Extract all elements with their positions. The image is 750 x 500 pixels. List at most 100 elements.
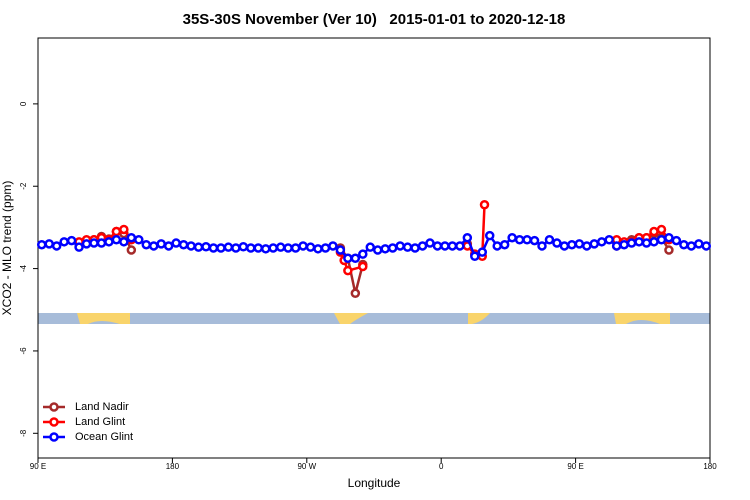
land-patch <box>614 313 670 324</box>
data-point <box>589 239 600 249</box>
land-mask <box>38 313 710 324</box>
data-point <box>417 241 428 251</box>
data-point <box>387 243 398 253</box>
data-point <box>178 239 189 250</box>
data-point <box>514 235 525 245</box>
data-point <box>470 251 480 261</box>
data-point <box>544 235 555 245</box>
data-point <box>574 239 585 249</box>
data-point <box>208 243 219 253</box>
series <box>74 226 674 299</box>
data-point <box>477 247 488 257</box>
data-point <box>358 261 368 272</box>
y-tick-label: -8 <box>19 429 28 437</box>
data-point <box>201 242 211 252</box>
data-point <box>126 245 137 255</box>
ocean-band <box>38 313 710 324</box>
data-point <box>81 239 92 249</box>
x-tick-label: 180 <box>703 462 717 471</box>
data-point <box>283 243 293 253</box>
x-axis-label: Longitude <box>348 476 401 490</box>
data-point <box>582 241 592 251</box>
y-tick-label: -2 <box>19 182 28 190</box>
data-point <box>89 238 99 248</box>
data-point <box>246 243 256 253</box>
x-tick-label: 90 E <box>567 462 583 471</box>
data-point <box>186 241 196 251</box>
data-point <box>462 232 473 243</box>
data-point <box>141 239 152 250</box>
data-point <box>156 239 166 249</box>
data-point <box>425 238 435 248</box>
data-point <box>537 241 547 251</box>
series <box>36 230 712 264</box>
legend-label: Ocean Glint <box>75 431 133 443</box>
data-point <box>171 238 181 248</box>
data-point <box>664 232 674 243</box>
data-point <box>134 235 144 245</box>
y-tick-label: -4 <box>19 264 28 272</box>
data-point <box>410 243 420 253</box>
legend: Land Nadir Land Glint Ocean Glint <box>43 401 133 443</box>
x-tick-label: 90 W <box>297 462 316 471</box>
data-point <box>567 239 577 250</box>
data-point <box>447 241 458 251</box>
data-point <box>350 288 361 299</box>
data-point <box>290 243 301 253</box>
data-point <box>320 243 331 253</box>
data-point <box>596 237 607 247</box>
data-point <box>335 245 346 255</box>
data-point <box>679 239 689 250</box>
data-point <box>119 224 129 235</box>
data-point <box>148 241 159 251</box>
data-point <box>634 237 644 247</box>
y-tick-label: 0 <box>19 101 28 106</box>
legend-marker <box>49 417 59 427</box>
data-point <box>694 239 704 249</box>
data-point <box>253 243 264 253</box>
data-point <box>216 243 226 253</box>
data-point <box>492 241 502 251</box>
data-point <box>604 235 614 245</box>
series-line <box>78 204 670 273</box>
data-point <box>395 241 405 251</box>
data-point <box>432 241 443 251</box>
data-point <box>440 241 450 251</box>
data-point <box>701 241 712 251</box>
data-point <box>479 200 490 210</box>
data-point <box>59 237 69 247</box>
legend-label: Land Glint <box>75 416 125 428</box>
data-point <box>372 245 383 255</box>
land-patch <box>77 313 130 324</box>
data-point <box>111 226 122 237</box>
data-point <box>499 239 510 250</box>
data-point <box>656 224 667 235</box>
data-point <box>119 237 129 247</box>
series <box>74 200 674 276</box>
data-point <box>626 238 637 248</box>
data-point <box>343 265 353 276</box>
data-point <box>66 235 77 246</box>
data-point <box>664 245 674 255</box>
data-point <box>380 244 390 254</box>
y-tick-label: -6 <box>19 347 28 355</box>
data-point <box>529 235 540 246</box>
data-point <box>656 235 667 245</box>
data-point <box>51 241 62 251</box>
data-point <box>350 253 361 264</box>
legend-marker <box>49 432 59 442</box>
data-point <box>313 244 323 254</box>
data-point <box>36 239 47 250</box>
data-point <box>126 232 137 243</box>
data-point <box>455 241 465 251</box>
data-point <box>268 243 278 253</box>
data-point <box>298 241 308 251</box>
legend-label: Land Nadir <box>75 401 129 413</box>
x-tick-label: 0 <box>439 462 444 471</box>
data-point <box>328 241 338 251</box>
legend-marker <box>49 402 59 412</box>
data-point <box>223 242 234 252</box>
data-point <box>552 238 562 248</box>
data-point <box>358 249 368 259</box>
